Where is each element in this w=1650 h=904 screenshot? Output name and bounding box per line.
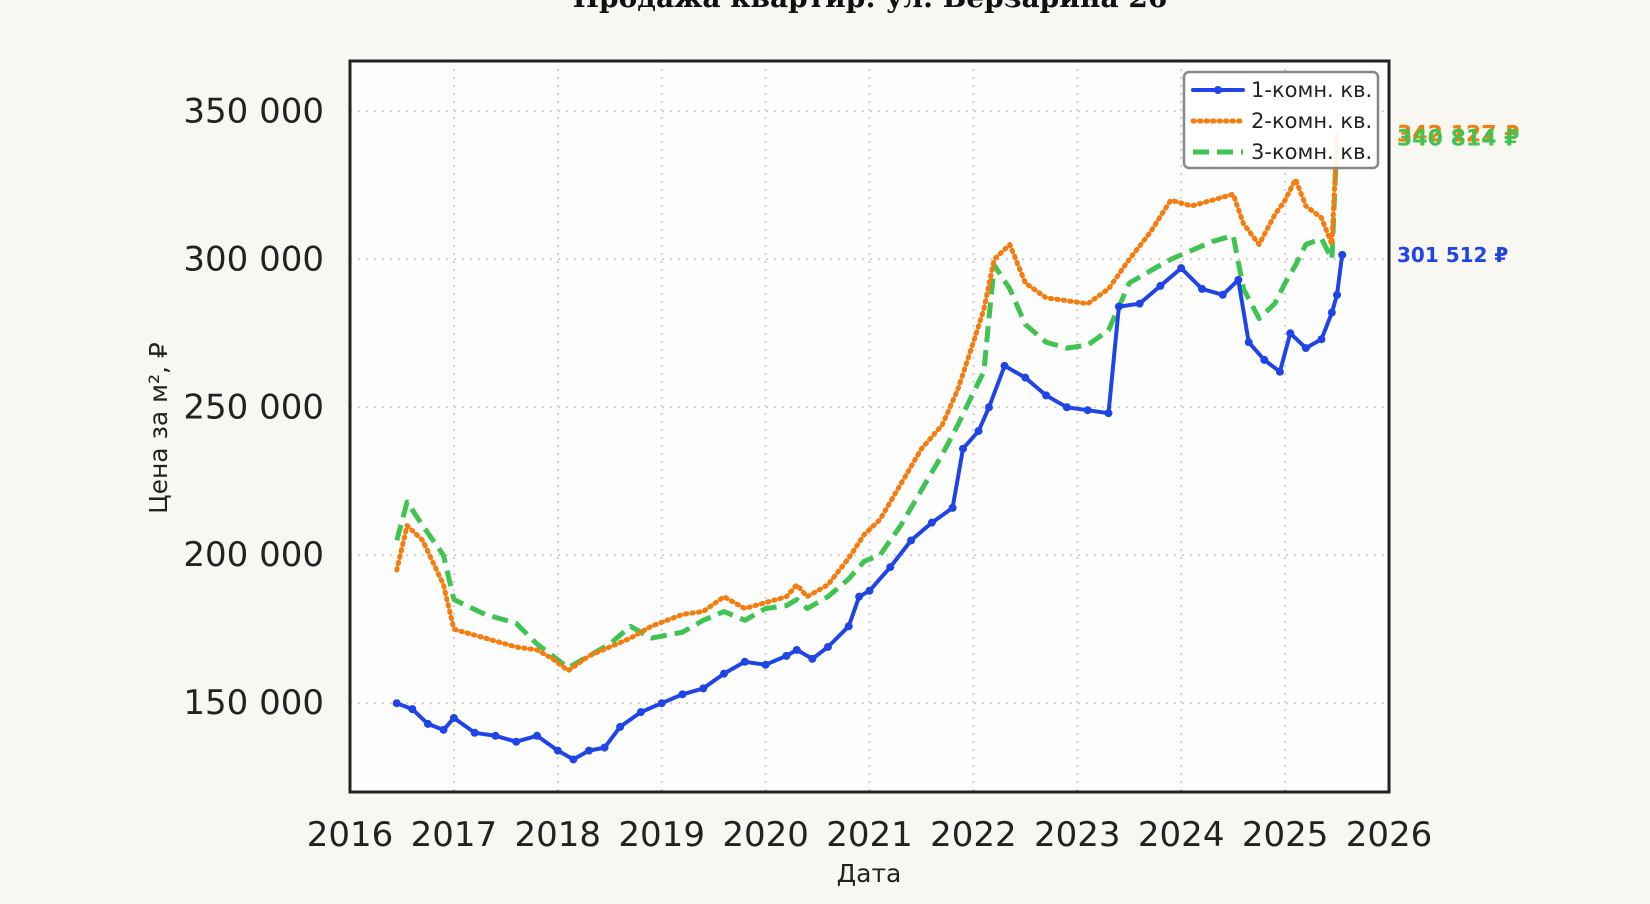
series-point-1	[927, 518, 936, 527]
series-point-1	[1244, 338, 1253, 347]
series-point-1	[600, 743, 609, 752]
y-tick-label: 350 000	[183, 91, 324, 131]
x-tick-label: 2018	[515, 815, 602, 855]
series-point-1	[1042, 391, 1051, 400]
series-point-1	[1114, 302, 1123, 311]
series-point-1	[449, 714, 458, 723]
series-point-1	[533, 731, 542, 740]
x-tick-label: 2025	[1242, 815, 1329, 855]
series-point-1	[1083, 406, 1092, 415]
series-point-1	[984, 403, 993, 412]
y-axis-label: Цена за м², ₽	[144, 342, 173, 514]
series-point-1	[657, 699, 666, 708]
series-line-3	[394, 138, 1340, 671]
series-point-1	[844, 622, 853, 631]
series-point-1	[569, 755, 578, 764]
series-line-2	[394, 132, 1340, 674]
series-point-1	[1156, 281, 1165, 290]
x-tick-label: 2016	[307, 815, 394, 855]
legend-label-1: 1-комн. кв.	[1251, 78, 1372, 102]
plot-area	[350, 61, 1389, 792]
series-point-1	[636, 708, 645, 717]
series-point-1	[948, 503, 957, 512]
series-point-1	[823, 642, 832, 651]
series-point-1	[1333, 290, 1342, 299]
series-layer	[392, 132, 1347, 764]
series-point-1	[907, 536, 916, 545]
legend-label-2: 2-комн. кв.	[1251, 109, 1372, 133]
x-tick-label: 2024	[1138, 815, 1225, 855]
x-tick-label: 2023	[1034, 815, 1121, 855]
y-tick-label: 300 000	[183, 239, 324, 279]
series-point-1	[616, 722, 625, 731]
series-end-label-1: 301 512 ₽	[1397, 243, 1508, 267]
series-point-1	[423, 719, 432, 728]
y-tick-label: 150 000	[183, 683, 324, 723]
series-point-1	[782, 651, 791, 660]
series-point-1	[1135, 299, 1144, 308]
x-tick-label: 2020	[722, 815, 809, 855]
series-point-1	[1104, 409, 1113, 418]
series-point-1	[740, 657, 749, 666]
series-point-1	[792, 645, 801, 654]
series-point-1	[1338, 250, 1347, 259]
series-point-1	[439, 725, 448, 734]
x-tick-label: 2017	[411, 815, 498, 855]
legend-marker	[1214, 86, 1222, 94]
series-point-1	[761, 660, 770, 669]
series-point-1	[470, 728, 479, 737]
series-point-1	[1197, 284, 1206, 293]
series-point-1	[865, 586, 874, 595]
series-point-1	[720, 669, 729, 678]
series-point-1	[512, 737, 521, 746]
series-point-1	[1327, 308, 1336, 317]
series-point-1	[1062, 403, 1071, 412]
series-point-1	[808, 654, 817, 663]
series-point-1	[959, 444, 968, 453]
series-point-1	[1275, 367, 1284, 376]
x-tick-label: 2022	[930, 815, 1017, 855]
x-tick-label: 2026	[1346, 815, 1433, 855]
series-point-1	[974, 426, 983, 435]
series-point-1	[1000, 361, 1009, 370]
series-point-1	[678, 690, 687, 699]
series-point-1	[699, 684, 708, 693]
series-point-1	[392, 699, 401, 708]
x-axis-ticks: 2016 2017 2018 2019 2020 2021 2022 2023 2024 2025…	[307, 815, 1433, 855]
y-tick-label: 200 000	[183, 535, 324, 575]
series-point-1	[1317, 335, 1326, 344]
x-tick-label: 2019	[618, 815, 705, 855]
series-point-1	[408, 705, 417, 714]
series-point-1	[553, 746, 562, 755]
series-point-1	[855, 592, 864, 601]
series-end-label-3: 340 814 ₽	[1397, 126, 1519, 151]
series-end-label-2: 342 127 ₽	[1397, 123, 1519, 148]
y-axis-ticks: 150 000 200 000 250 000 300 000 350 000	[183, 91, 324, 723]
chart-title: Продажа квартир: ул. Верзарина 26	[573, 0, 1168, 14]
series-point-1	[1218, 290, 1227, 299]
plot-frame	[348, 59, 1391, 794]
end-labels: 301 512 ₽ 342 127 ₽340 814 ₽	[1397, 123, 1519, 267]
series-point-1	[584, 746, 593, 755]
x-axis-label: Дата	[837, 859, 902, 888]
series-point-1	[1021, 373, 1030, 382]
series-point-1	[1301, 344, 1310, 353]
series-point-1	[1177, 264, 1186, 273]
series-point-1	[886, 563, 895, 572]
x-tick-label: 2021	[826, 815, 913, 855]
legend: 1-комн. кв. 2-комн. кв. 3-комн. кв.	[1182, 70, 1380, 170]
series-point-1	[1234, 276, 1243, 285]
legend-label-3: 3-комн. кв.	[1251, 140, 1372, 164]
series-point-1	[491, 731, 500, 740]
series-point-1	[1260, 355, 1269, 364]
y-tick-label: 250 000	[183, 387, 324, 427]
series-point-1	[1286, 329, 1295, 338]
